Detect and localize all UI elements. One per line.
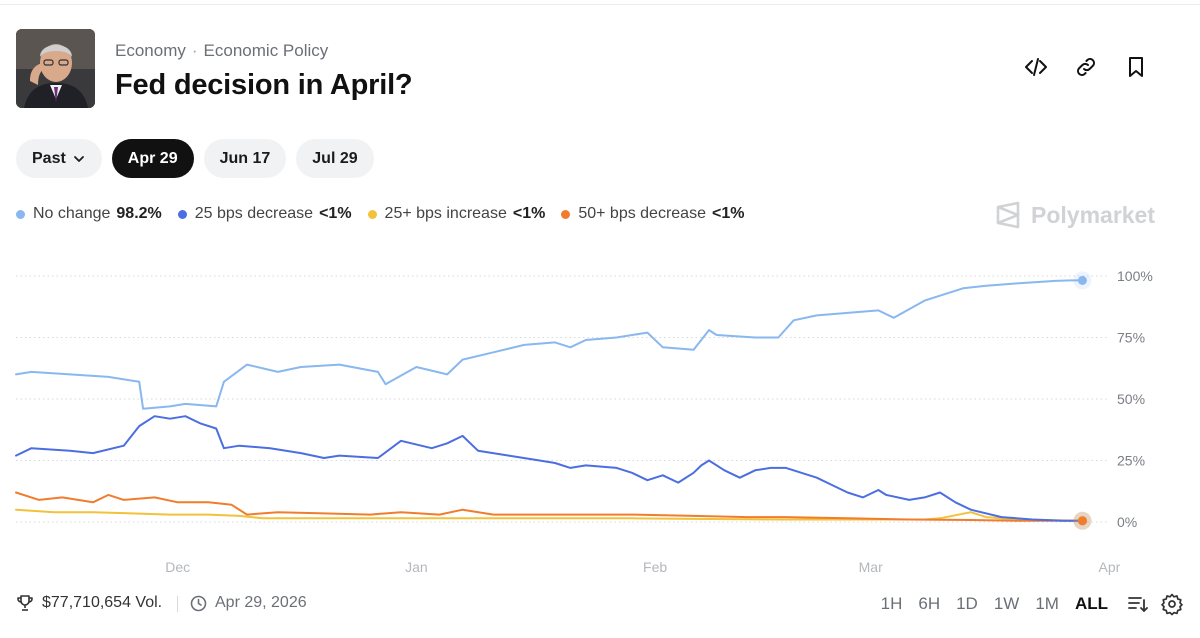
pill-past[interactable]: Past xyxy=(16,139,102,178)
series-endpoint-dot xyxy=(1077,516,1087,526)
y-tick-label: 50% xyxy=(1117,391,1145,407)
sort-lines-icon[interactable] xyxy=(1126,592,1150,616)
series-endpoint-dot xyxy=(1077,275,1087,285)
footer-divider xyxy=(177,596,178,612)
market-thumbnail xyxy=(16,29,95,108)
legend-dot xyxy=(561,209,571,219)
polymarket-watermark: Polymarket xyxy=(994,201,1155,229)
y-tick-label: 25% xyxy=(1117,453,1145,469)
legend-25-bps-increase: 25+ bps increase <1% xyxy=(367,205,546,223)
legend-label: No change xyxy=(33,205,111,222)
embed-icon[interactable] xyxy=(1024,55,1048,79)
x-tick-label: Feb xyxy=(643,559,667,575)
breadcrumb-separator: · xyxy=(191,41,198,60)
range-1m[interactable]: 1M xyxy=(1035,594,1059,613)
breadcrumb: Economy · Economic Policy xyxy=(115,41,328,61)
volume-value: $77,710,654 Vol. xyxy=(42,594,163,611)
pill-apr-29[interactable]: Apr 29 xyxy=(111,139,194,178)
series-line xyxy=(15,279,1084,410)
top-rule xyxy=(0,4,1200,5)
market-header: Economy · Economic Policy Fed decision in … xyxy=(16,29,1184,109)
y-tick-label: 0% xyxy=(1117,514,1137,530)
settings-gear-icon[interactable] xyxy=(1160,592,1184,616)
clock-icon xyxy=(190,595,207,611)
x-tick-label: Mar xyxy=(859,559,883,575)
range-1h[interactable]: 1H xyxy=(880,594,903,613)
legend-label: 25 bps decrease xyxy=(194,205,314,222)
series-line xyxy=(15,415,1084,522)
x-tick-label: Jan xyxy=(405,559,428,575)
breadcrumb-economy[interactable]: Economy xyxy=(115,41,186,60)
legend-value: <1% xyxy=(319,205,352,222)
header-actions xyxy=(1024,55,1148,79)
portrait-image xyxy=(16,29,95,108)
pill-jul-29[interactable]: Jul 29 xyxy=(296,139,374,178)
trophy-icon xyxy=(17,595,33,611)
legend-no-change: No change 98.2% xyxy=(16,205,162,223)
legend-dot xyxy=(177,209,187,219)
range-1d[interactable]: 1D xyxy=(956,594,978,613)
legend-value: <1% xyxy=(711,205,745,222)
y-tick-label: 100% xyxy=(1117,268,1153,284)
series-endpoints xyxy=(1073,271,1092,530)
date-pills: Past Apr 29 Jun 17 Jul 29 xyxy=(16,139,374,178)
end-date-value: Apr 29, 2026 xyxy=(215,594,307,611)
end-date: Apr 29, 2026 xyxy=(190,594,307,612)
chart-grid xyxy=(16,275,1108,523)
chart-legend: No change 98.2% 25 bps decrease <1% 25+ … xyxy=(16,205,744,223)
breadcrumb-economic-policy[interactable]: Economic Policy xyxy=(203,41,329,60)
x-tick-label: Dec xyxy=(165,559,190,575)
legend-dot xyxy=(367,209,377,219)
pill-jun-17[interactable]: Jun 17 xyxy=(203,139,287,178)
legend-25-bps-decrease: 25 bps decrease <1% xyxy=(177,205,352,223)
x-axis-labels: Dec Jan Feb Mar Apr xyxy=(165,559,1120,575)
link-icon[interactable] xyxy=(1074,55,1098,79)
volume: $77,710,654 Vol. xyxy=(16,594,162,612)
chart-series xyxy=(15,279,1084,522)
bookmark-icon[interactable] xyxy=(1124,55,1148,79)
chevron-down-icon xyxy=(73,155,84,162)
pill-past-label: Past xyxy=(32,149,66,167)
probability-chart: 100% 75% 50% 25% 0% Dec Jan Feb Mar Apr xyxy=(15,268,1153,575)
range-all[interactable]: ALL xyxy=(1074,594,1108,613)
polymarket-logo-icon xyxy=(996,201,1020,229)
legend-label: 25+ bps increase xyxy=(384,205,507,222)
y-tick-label: 75% xyxy=(1117,330,1145,346)
series-line xyxy=(15,491,1084,522)
legend-label: 50+ bps decrease xyxy=(578,205,706,222)
page-title: Fed decision in April? xyxy=(115,69,413,101)
legend-value: 98.2% xyxy=(116,205,162,222)
brand-name: Polymarket xyxy=(1031,201,1156,228)
x-tick-label: Apr xyxy=(1099,559,1121,575)
time-range-selector: 1H 6H 1D 1W 1M ALL xyxy=(873,592,1184,616)
footer: $77,710,654 Vol. Apr 29, 2026 1H 6H 1D 1… xyxy=(16,592,1184,616)
range-1w[interactable]: 1W xyxy=(993,594,1020,613)
legend-50-bps-decrease: 50+ bps decrease <1% xyxy=(561,205,744,223)
y-axis-labels: 100% 75% 50% 25% 0% xyxy=(1117,268,1153,530)
range-6h[interactable]: 6H xyxy=(918,594,941,613)
legend-value: <1% xyxy=(512,205,546,222)
series-line xyxy=(15,508,1084,522)
legend-dot xyxy=(16,209,25,219)
